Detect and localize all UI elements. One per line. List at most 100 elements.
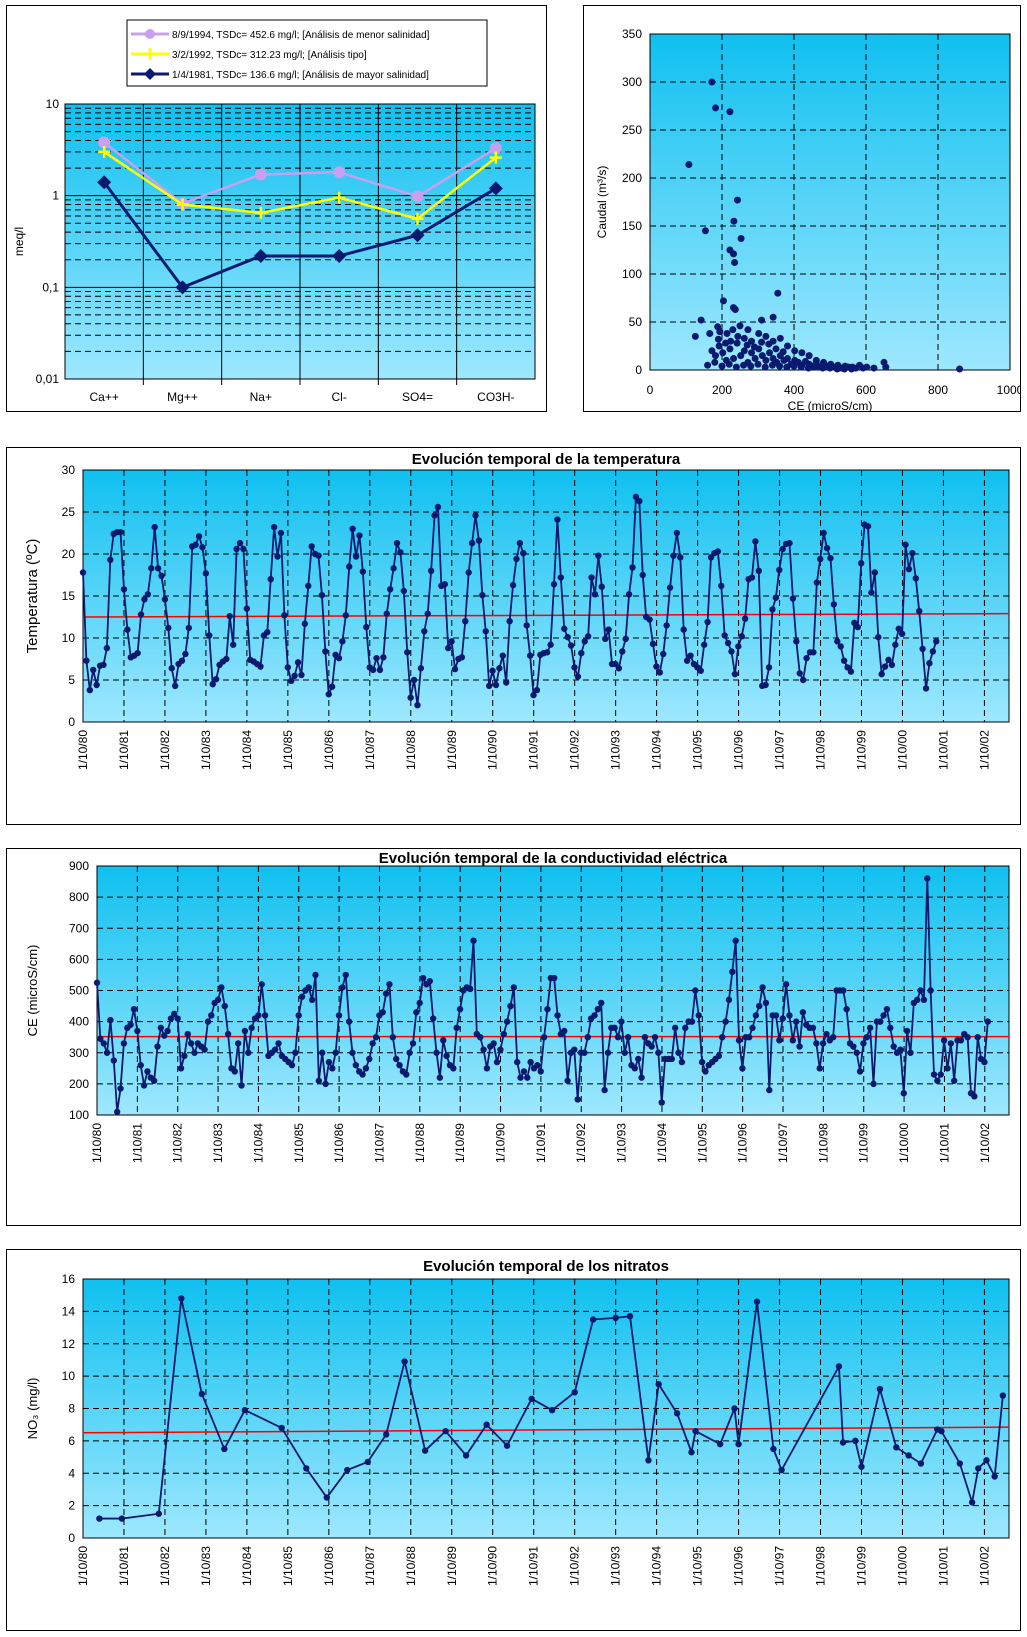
data-point — [888, 661, 896, 669]
data-point — [715, 1052, 723, 1060]
x-tick-label: 800 — [928, 383, 948, 397]
data-point — [342, 612, 350, 619]
data-point — [148, 565, 155, 572]
data-point — [695, 1012, 702, 1019]
data-point — [968, 1499, 976, 1506]
data-point — [275, 1040, 282, 1047]
data-point — [241, 1406, 249, 1414]
data-point — [424, 610, 431, 617]
x-tick-label: 1/10/85 — [292, 1123, 306, 1163]
data-point — [937, 1071, 944, 1078]
data-point — [769, 313, 777, 321]
data-point — [747, 362, 755, 370]
data-point — [897, 1046, 904, 1053]
data-point — [730, 354, 738, 362]
data-point — [887, 1024, 894, 1032]
data-point — [305, 582, 312, 590]
data-point — [797, 363, 805, 371]
data-point — [161, 1032, 168, 1039]
x-tick-label: 1/10/00 — [895, 730, 909, 770]
plot-frame — [64, 103, 536, 380]
data-point — [789, 1037, 797, 1044]
data-point — [483, 1421, 490, 1428]
x-tick-label: Cl- — [332, 390, 347, 404]
data-point — [411, 212, 424, 225]
x-tick-label: 1/10/97 — [773, 1546, 787, 1586]
plot-frame — [82, 1278, 1010, 1539]
x-tick-label: 1/10/02 — [978, 1123, 992, 1163]
data-point — [876, 1385, 884, 1393]
data-point — [470, 937, 477, 944]
data-point — [468, 539, 476, 547]
data-point — [683, 657, 691, 664]
data-point — [534, 1062, 541, 1069]
data-point — [870, 1080, 877, 1088]
data-point — [729, 968, 736, 976]
series-line — [99, 1298, 1004, 1520]
data-point — [776, 362, 784, 370]
data-point — [678, 1058, 686, 1066]
y-tick-label: 50 — [629, 315, 643, 329]
data-point — [903, 1027, 911, 1035]
data-point — [134, 649, 141, 657]
data-point — [96, 1515, 103, 1522]
data-point — [364, 1458, 371, 1466]
data-point — [209, 681, 216, 688]
data-point — [356, 532, 363, 539]
data-point — [615, 665, 623, 672]
data-point — [730, 217, 738, 225]
data-point — [646, 616, 653, 623]
y-axis-label: Caudal (m³/s) — [595, 166, 609, 239]
data-point — [517, 1074, 524, 1081]
data-point — [120, 1040, 128, 1047]
data-point — [619, 648, 626, 655]
x-tick-label: Mg++ — [167, 390, 198, 404]
data-point — [778, 1466, 785, 1474]
data-point — [204, 1018, 212, 1025]
data-point — [254, 206, 267, 219]
data-point — [731, 258, 739, 266]
data-point — [792, 1018, 800, 1025]
data-point — [530, 691, 537, 699]
data-point — [255, 1012, 262, 1019]
data-point — [957, 1037, 965, 1044]
data-point — [117, 528, 124, 536]
data-point — [79, 569, 87, 576]
data-point — [743, 341, 751, 349]
data-point — [740, 334, 748, 342]
x-tick-label: 1/10/83 — [199, 1546, 213, 1586]
data-point — [410, 676, 418, 684]
temperature-svg: Evolución temporal de la temperatura 1/10… — [24, 451, 1010, 770]
data-point — [975, 1465, 982, 1472]
data-point — [870, 364, 878, 372]
data-point — [224, 1030, 232, 1038]
data-point — [554, 516, 561, 523]
data-point — [981, 1058, 988, 1066]
x-tick-label: 1/10/85 — [281, 1546, 295, 1586]
y-tick-label: 800 — [69, 890, 89, 904]
data-point — [510, 984, 518, 991]
data-point — [177, 1065, 185, 1072]
data-point — [731, 670, 739, 678]
x-tick-label: 1/10/82 — [158, 1546, 172, 1586]
data-point — [776, 334, 784, 342]
data-point — [456, 1005, 464, 1013]
data-point — [490, 1040, 497, 1047]
x-tick-label: 1/10/86 — [332, 1123, 346, 1163]
data-point — [397, 549, 404, 556]
data-point — [898, 630, 906, 637]
data-point — [622, 635, 629, 643]
data-point — [527, 1058, 534, 1066]
data-point — [308, 543, 315, 550]
data-point — [100, 661, 107, 669]
chart-title: Evolución temporal de la conductividad e… — [379, 850, 728, 867]
data-point — [110, 1057, 118, 1064]
data-point — [892, 641, 899, 648]
data-point — [920, 996, 928, 1004]
x-tick-label: 1/10/88 — [413, 1123, 427, 1163]
data-point — [758, 338, 766, 346]
data-point — [871, 569, 879, 576]
data-point — [601, 1086, 608, 1094]
data-point — [934, 1077, 941, 1084]
data-point — [171, 1010, 178, 1018]
